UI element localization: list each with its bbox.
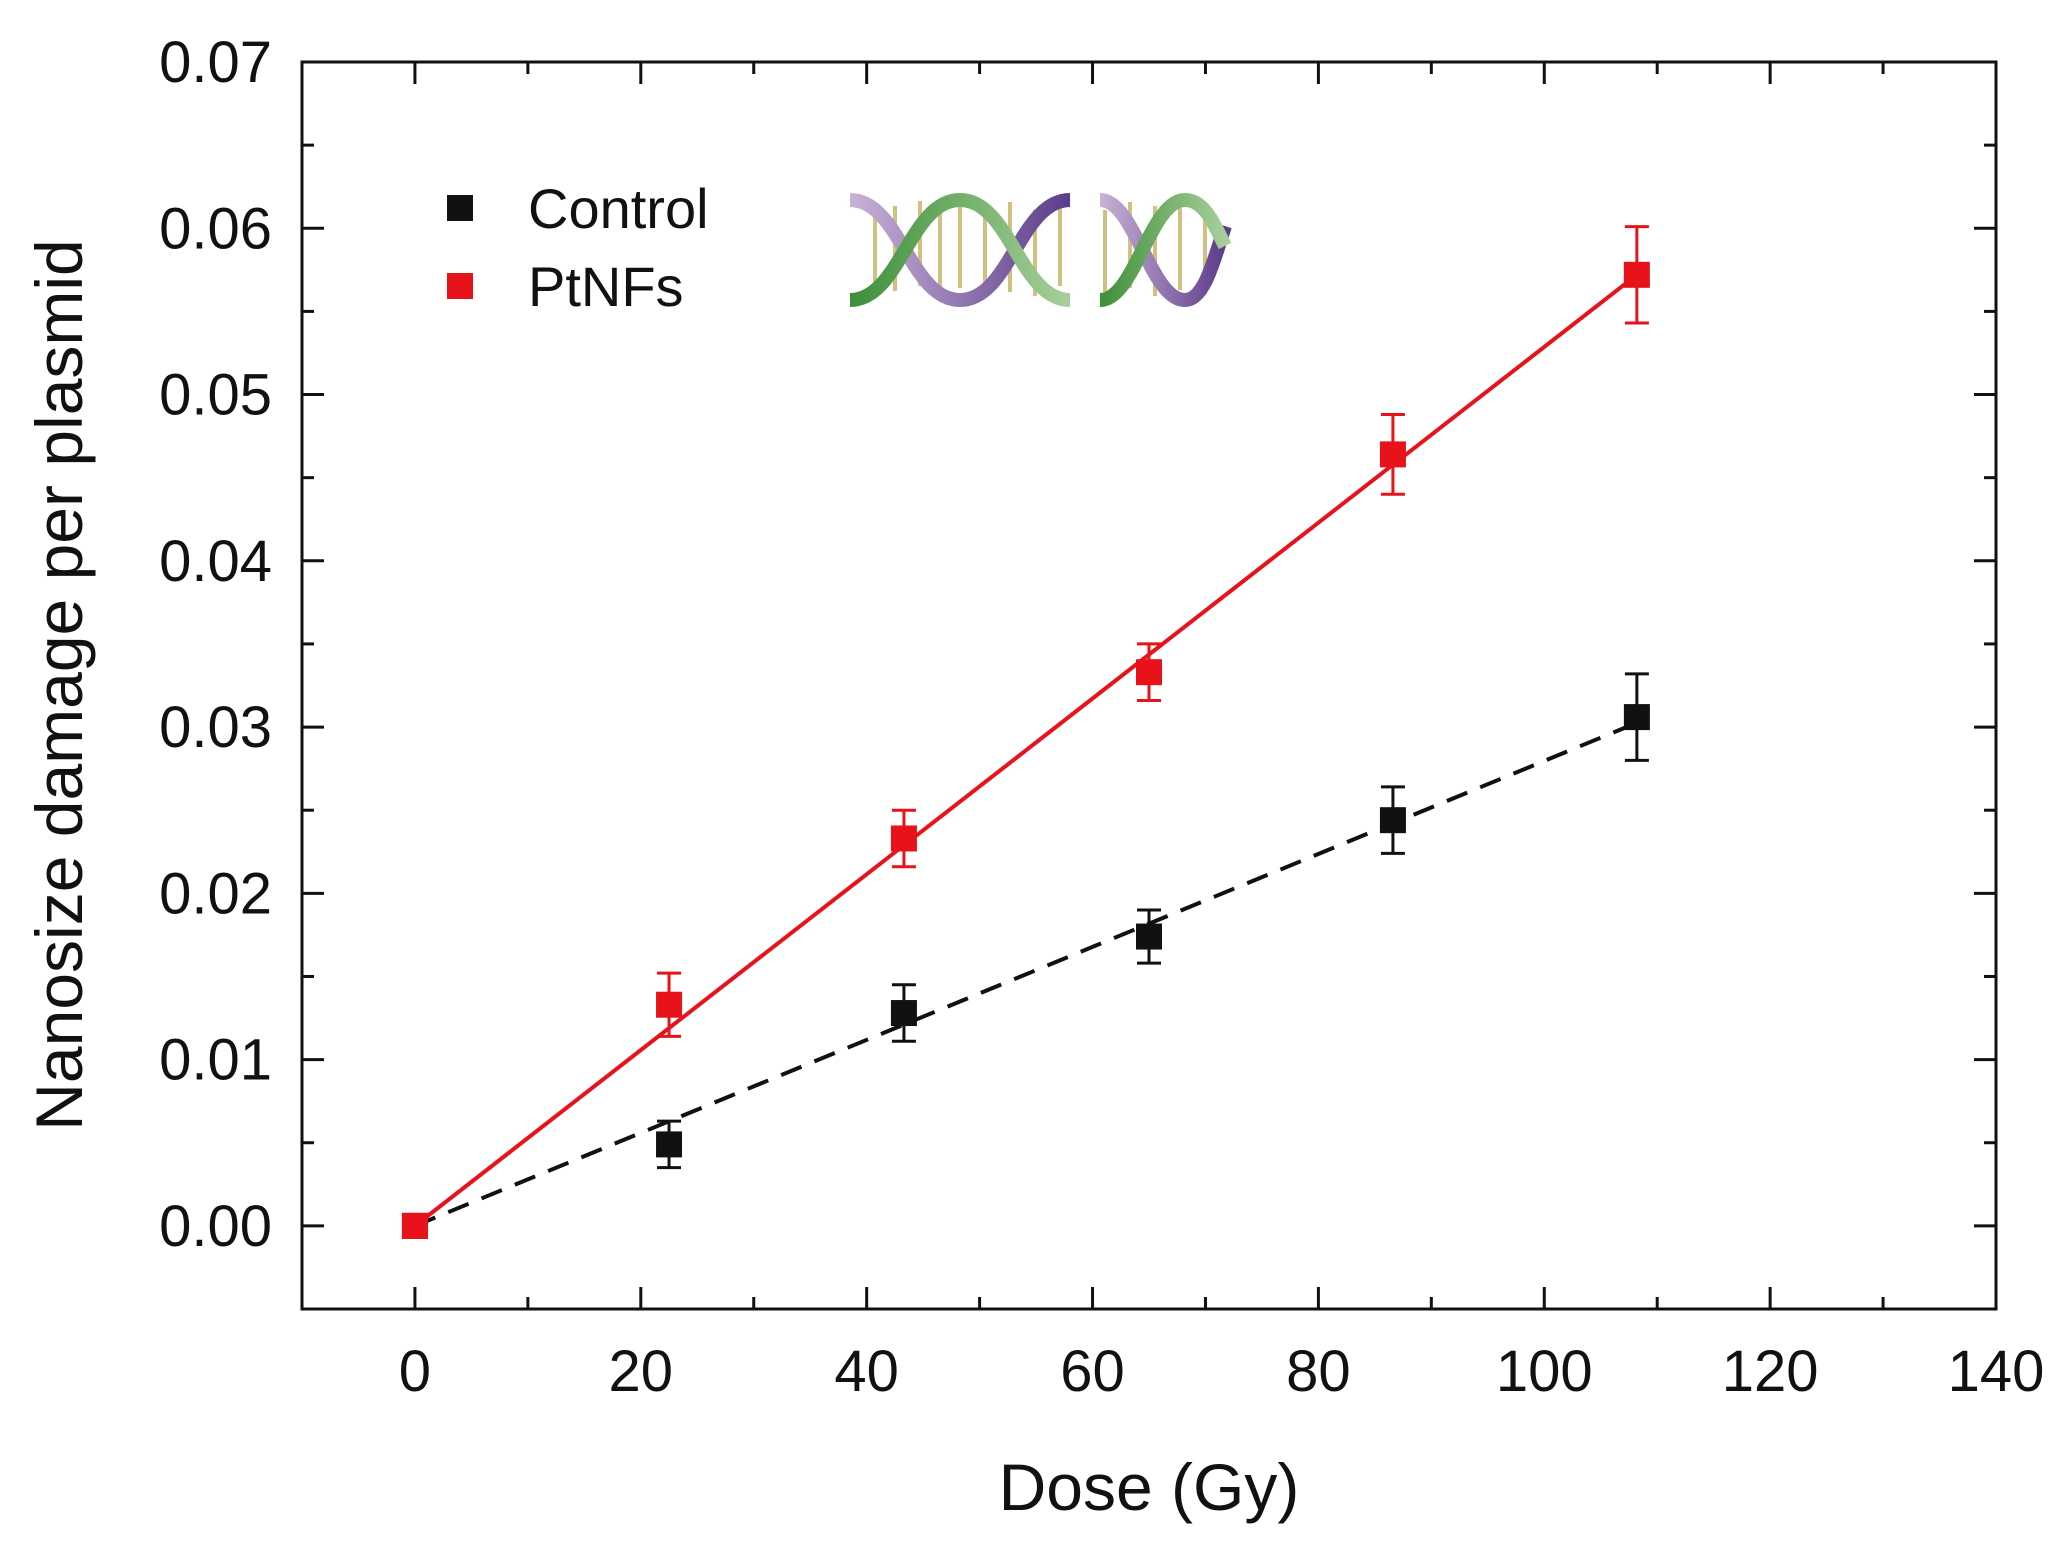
plot-frame xyxy=(300,60,1998,1311)
y-tick-label: 0.06 xyxy=(159,196,272,261)
fit-line-ptnfs xyxy=(413,273,1639,1228)
data-point-control xyxy=(1623,704,1650,731)
x-tick-label: 120 xyxy=(1722,1339,1819,1404)
data-point-ptnfs xyxy=(890,825,917,852)
data-point-ptnfs xyxy=(1623,261,1650,288)
x-tick-label: 100 xyxy=(1496,1339,1593,1404)
fit-lines xyxy=(413,273,1639,1228)
data-points xyxy=(401,225,1650,1239)
y-tick-label: 0.00 xyxy=(159,1194,272,1259)
dna-double-helix-icon xyxy=(849,192,1232,308)
y-tick-label: 0.01 xyxy=(159,1028,272,1093)
data-point-ptnfs xyxy=(401,1212,428,1239)
data-point-control xyxy=(890,1000,917,1027)
x-axis: 0 20 40 60 80 100 120 140 xyxy=(300,62,2045,1404)
y-tick-label: 0.03 xyxy=(159,695,272,760)
data-point-control xyxy=(1136,923,1162,950)
y-tick-label: 0.04 xyxy=(159,529,272,594)
y-axis: 0.00 0.01 0.02 0.03 0.04 0.05 0.06 0.07 xyxy=(159,30,1996,1311)
legend-marker-control xyxy=(447,195,473,221)
data-point-ptnfs xyxy=(1379,441,1406,468)
x-tick-label: 0 xyxy=(399,1339,431,1404)
x-tick-label: 40 xyxy=(834,1339,899,1404)
x-tick-label: 140 xyxy=(1948,1339,2045,1404)
x-axis-title: Dose (Gy) xyxy=(999,1450,1300,1524)
data-point-control xyxy=(656,1131,683,1158)
legend-label-ptnfs: PtNFs xyxy=(528,255,684,318)
x-tick-label: 20 xyxy=(609,1339,674,1404)
fit-line-control xyxy=(414,721,1636,1228)
x-tick-label: 60 xyxy=(1060,1339,1125,1404)
legend-marker-ptnfs xyxy=(447,273,473,299)
y-axis-title: Nanosize damage per plasmid xyxy=(22,239,96,1130)
data-point-ptnfs xyxy=(1136,659,1162,686)
data-point-ptnfs xyxy=(656,991,683,1018)
legend: Control PtNFs xyxy=(447,177,709,318)
data-point-control xyxy=(1379,807,1406,834)
y-tick-label: 0.02 xyxy=(159,861,272,926)
x-tick-label: 80 xyxy=(1286,1339,1351,1404)
y-tick-label: 0.07 xyxy=(159,30,272,95)
y-tick-label: 0.05 xyxy=(159,363,272,428)
legend-label-control: Control xyxy=(528,177,709,240)
